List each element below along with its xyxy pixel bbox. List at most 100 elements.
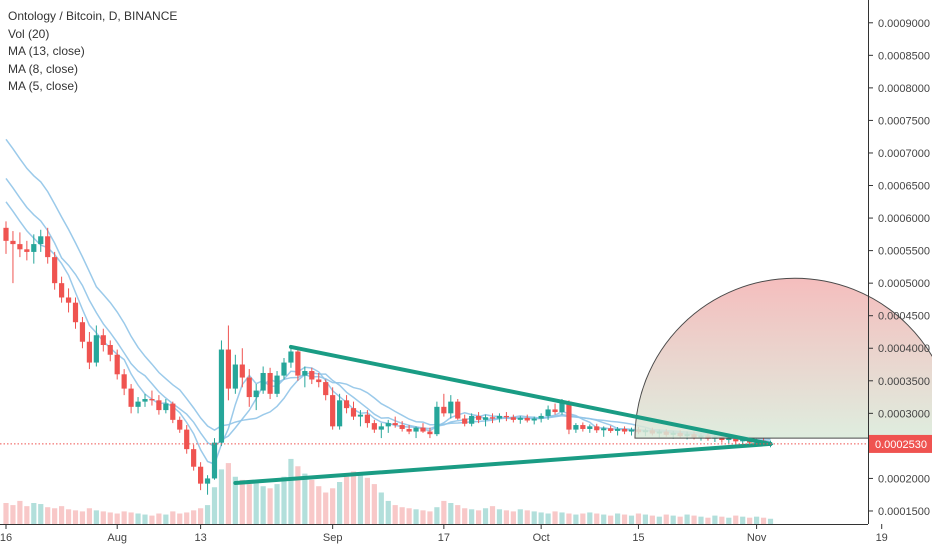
volume-bar: [211, 487, 218, 524]
candle-body: [496, 415, 503, 419]
candle-body: [156, 400, 162, 411]
volume-bar: [121, 511, 127, 524]
candle-body: [364, 414, 370, 424]
volume-bar: [86, 508, 92, 524]
y-tick-label: 0.0004000: [878, 343, 930, 355]
candle-body: [65, 297, 72, 303]
volume-bar: [100, 511, 106, 524]
volume-bar: [482, 508, 489, 524]
candle-body: [608, 428, 614, 431]
volume-bar: [531, 511, 537, 524]
volume-bar: [295, 466, 301, 524]
volume-bar: [503, 510, 509, 524]
candle-body: [218, 349, 225, 443]
drawing-overlays: [0, 277, 932, 485]
volume-bar: [343, 476, 350, 524]
volume-bar: [65, 509, 72, 524]
volume-bar: [337, 482, 343, 524]
volume-bar: [163, 514, 169, 524]
indicator-volume[interactable]: Vol (20): [8, 26, 50, 41]
candle-body: [260, 372, 266, 391]
candle-body: [726, 438, 732, 441]
volume-bar: [246, 484, 252, 524]
candle-body: [545, 409, 551, 416]
candle-body: [274, 375, 280, 394]
x-tick-label: 15: [632, 532, 644, 544]
volume-bar: [177, 513, 183, 524]
y-tick-label: 0.0007000: [878, 148, 930, 160]
volume-bar: [496, 509, 503, 524]
volume-bar: [754, 516, 760, 524]
y-tick-label: 0.0008500: [878, 50, 930, 62]
volume-bar: [545, 513, 551, 524]
volume-bar: [281, 476, 287, 524]
volume-bar: [517, 509, 523, 524]
lower-trendline: [233, 441, 773, 485]
volume-bar: [3, 503, 9, 524]
volume-bar: [677, 516, 683, 524]
candle-body: [420, 427, 426, 432]
candle-body: [114, 354, 120, 375]
volume-bar: [72, 510, 79, 524]
volume-bar: [524, 510, 530, 524]
volume-bar: [253, 482, 259, 524]
volume-bar: [455, 505, 461, 524]
volume-bar: [31, 503, 37, 524]
volume-bar: [767, 518, 774, 524]
indicator-ma-8[interactable]: MA (8, close): [8, 61, 79, 76]
volume-bar: [635, 513, 642, 524]
candle-body: [191, 449, 197, 467]
candle-body: [448, 401, 454, 414]
volume-bar: [274, 484, 280, 524]
volume-bar: [364, 477, 370, 524]
volume-bar: [726, 517, 732, 524]
candle-body: [552, 409, 558, 413]
y-tick-label: 0.0001500: [878, 506, 930, 518]
candle-body: [441, 406, 447, 414]
candle-body: [343, 400, 350, 409]
y-tick-label: 0.0003500: [878, 376, 930, 388]
volume-bar: [642, 514, 648, 524]
candle-body: [580, 425, 586, 429]
indicator-ma-13[interactable]: MA (13, close): [8, 44, 85, 58]
candle-body: [86, 341, 92, 363]
volume-bar: [288, 458, 294, 524]
half-circle-drawing: [634, 277, 932, 439]
candle-body: [302, 371, 308, 376]
candle-body: [323, 382, 329, 396]
candle-body: [3, 227, 9, 241]
volume-bar: [378, 492, 384, 524]
candle-body: [281, 362, 287, 376]
volume-bar: [747, 517, 753, 524]
volume-bar: [357, 473, 364, 524]
volume-bar: [712, 515, 718, 524]
volume-bar: [302, 473, 308, 524]
volume-bar: [93, 510, 99, 524]
y-tick-label: 0.0006500: [878, 181, 930, 193]
candle-body: [52, 257, 58, 284]
volume-bar: [191, 510, 197, 524]
x-tick-label: 16: [0, 532, 12, 544]
volume-bar: [79, 511, 86, 524]
volume-bar: [427, 511, 433, 524]
volume-bar: [538, 512, 544, 524]
candle-body: [128, 388, 134, 407]
volume-bar: [52, 508, 58, 524]
candle-body: [45, 236, 51, 258]
candle-body: [566, 401, 572, 430]
volume-bar: [135, 513, 141, 524]
candle-body: [413, 427, 419, 432]
candle-body: [434, 406, 440, 435]
volume-bar: [434, 507, 440, 524]
y-tick-label: 0.0006000: [878, 213, 930, 225]
volume-bar: [559, 512, 565, 524]
chart-legend: Ontology / Bitcoin, D, BINANCE Vol (20) …: [8, 8, 177, 96]
candle-body: [211, 442, 218, 479]
candle-body: [59, 283, 65, 298]
volume-bar: [316, 486, 322, 524]
volume-bar: [719, 516, 725, 524]
indicator-ma-5[interactable]: MA (5, close): [8, 79, 79, 93]
candle-body: [10, 240, 16, 245]
